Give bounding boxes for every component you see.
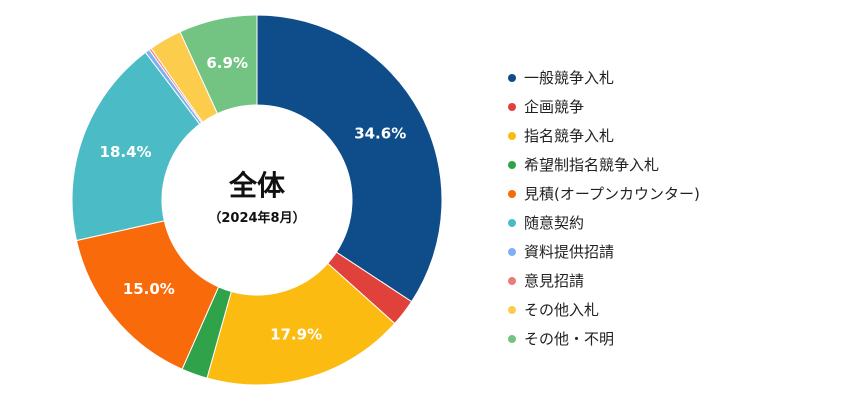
legend-item: 意見招請 [508,266,700,295]
slice-label-5: 15.0% [123,280,175,298]
legend-swatch [508,247,516,256]
slice-10 [179,14,258,115]
slice-1 [256,14,443,303]
legend-swatch [508,334,516,343]
center-title: 全体 [228,169,286,202]
legend-swatch [508,160,516,169]
legend-label: 指名競争入札 [524,127,615,145]
legend-label: 資料提供招請 [524,243,615,261]
legend-label: 一般競争入札 [524,69,615,87]
slice-label-6: 18.4% [100,143,152,161]
legend-item: 希望制指名競争入札 [508,150,700,179]
legend-item: 随意契約 [508,208,700,237]
legend-swatch [508,131,516,140]
legend-label: 企画競争 [524,98,585,116]
legend-item: その他・不明 [508,324,700,353]
legend-swatch [508,276,516,285]
legend-item: 企画競争 [508,92,700,121]
legend-label: その他入札 [524,301,600,319]
legend-label: 随意契約 [524,214,585,232]
legend-swatch [508,189,516,198]
legend-swatch [508,73,516,82]
slice-label-10: 6.9% [206,54,248,72]
slice-label-3: 17.9% [270,325,322,343]
legend-label: 希望制指名競争入札 [524,156,660,174]
legend-item: 指名競争入札 [508,121,700,150]
legend-swatch [508,305,516,314]
legend-item: 見積(オープンカウンター) [508,179,700,208]
legend-label: 見積(オープンカウンター) [524,185,700,203]
legend-item: その他入札 [508,295,700,324]
slice-label-1: 34.6% [354,125,406,143]
legend: 一般競争入札 企画競争指名競争入札希望制指名競争入札見積(オープンカウンター) 随意… [508,63,700,353]
legend-label: 意見招請 [524,272,585,290]
legend-item: 資料提供招請 [508,237,700,266]
donut-chart: 34.6% 17.9% 15.0% 18.4% 6.9% 全体 （2024年8月） [71,14,443,386]
legend-item: 一般競争入札 [508,63,700,92]
legend-label: その他・不明 [524,330,615,348]
slice-5 [75,220,220,370]
slice-3 [206,262,396,386]
legend-swatch [508,218,516,227]
slice-6 [71,51,201,242]
legend-swatch [508,102,516,111]
center-subtitle: （2024年8月） [208,210,305,226]
